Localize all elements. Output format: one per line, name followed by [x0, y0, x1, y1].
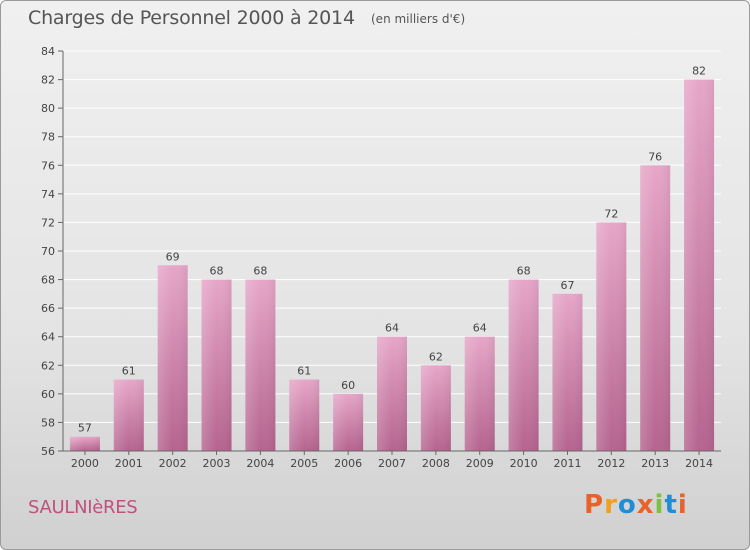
value-label-2009: 64: [473, 322, 487, 335]
value-label-2008: 62: [429, 350, 443, 363]
bar-shade-2012: [596, 222, 627, 451]
y-tick-label: 60: [41, 388, 55, 401]
x-tick-label-2001: 2001: [115, 457, 143, 470]
commune-name: SAULNIèRES: [28, 497, 138, 518]
value-label-2007: 64: [385, 322, 399, 335]
bar-shade-2003: [201, 279, 232, 451]
x-tick-label-2005: 2005: [290, 457, 318, 470]
y-tick-label: 72: [41, 216, 55, 229]
value-label-2013: 76: [648, 150, 662, 163]
x-tick-label-2008: 2008: [422, 457, 450, 470]
bar-shade-2004: [245, 279, 276, 451]
x-tick-label-2012: 2012: [597, 457, 625, 470]
value-label-2011: 67: [560, 279, 574, 292]
y-tick-label: 78: [41, 131, 55, 144]
x-tick-label-2003: 2003: [203, 457, 231, 470]
y-tick-label: 56: [41, 445, 55, 458]
bar-shade-2006: [333, 393, 364, 451]
y-tick-label: 82: [41, 74, 55, 87]
y-tick-label: 84: [41, 45, 55, 58]
y-axis: 56 58 60 62 64 66 68 70 72 74 76 78 80 82 84: [41, 45, 64, 458]
y-tick-label: 58: [41, 416, 55, 429]
value-label-2010: 68: [517, 265, 531, 278]
logo-letter: t: [664, 490, 678, 520]
x-tick-label-2013: 2013: [641, 457, 669, 470]
bars: 57 61 69 68 68 61 60 64 62 64 68 67 72 76 82: [69, 65, 715, 452]
logo-letter: r: [604, 490, 618, 520]
y-tick-label: 64: [41, 331, 55, 344]
x-tick-label-2006: 2006: [334, 457, 362, 470]
logo-letter: i: [654, 490, 665, 520]
x-tick-label-2000: 2000: [71, 457, 99, 470]
x-tick-label-2002: 2002: [159, 457, 187, 470]
x-tick-label-2007: 2007: [378, 457, 406, 470]
logo-letter: o: [617, 490, 637, 520]
x-tick-label-2004: 2004: [246, 457, 274, 470]
bar-shade-2014: [684, 79, 715, 452]
x-tick-label-2014: 2014: [685, 457, 713, 470]
proxiti-logo[interactable]: Proxiti: [584, 490, 688, 520]
bar-shade-2009: [464, 336, 495, 451]
value-label-2001: 61: [122, 365, 136, 378]
value-label-2005: 61: [297, 365, 311, 378]
x-axis: 2000 2001 2002 2003 2004 2005 2006 2007 2008 2009…: [63, 450, 721, 470]
bar-shade-2008: [420, 365, 451, 451]
value-label-2000: 57: [78, 422, 92, 435]
bar-shade-2005: [289, 379, 320, 451]
value-label-2004: 68: [253, 265, 267, 278]
value-label-2002: 69: [166, 250, 180, 263]
y-tick-label: 66: [41, 302, 55, 315]
value-label-2012: 72: [604, 207, 618, 220]
y-tick-label: 70: [41, 245, 55, 258]
x-tick-label-2009: 2009: [466, 457, 494, 470]
value-label-2014: 82: [692, 65, 706, 78]
x-tick-label-2010: 2010: [510, 457, 538, 470]
value-label-2006: 60: [341, 379, 355, 392]
bar-shade-2011: [552, 293, 583, 451]
value-label-2003: 68: [210, 265, 224, 278]
bar-shade-2013: [640, 165, 671, 452]
chart-subtitle: (en milliers d'€): [371, 12, 466, 26]
bar-shade-2010: [508, 279, 539, 451]
bar-shade-2002: [157, 265, 188, 451]
y-tick-label: 62: [41, 359, 55, 372]
x-tick-label-2011: 2011: [553, 457, 581, 470]
logo-letter: x: [636, 490, 655, 520]
bar-shade-2000: [69, 436, 100, 451]
bar-shade-2001: [113, 379, 144, 451]
y-tick-label: 76: [41, 159, 55, 172]
chart-title: Charges de Personnel 2000 à 2014: [28, 7, 355, 29]
logo-letter: P: [584, 490, 605, 520]
y-tick-label: 68: [41, 274, 55, 287]
y-tick-label: 80: [41, 102, 55, 115]
logo-letter: i: [677, 490, 688, 520]
bar-shade-2007: [377, 336, 407, 451]
y-tick-label: 74: [41, 188, 55, 201]
